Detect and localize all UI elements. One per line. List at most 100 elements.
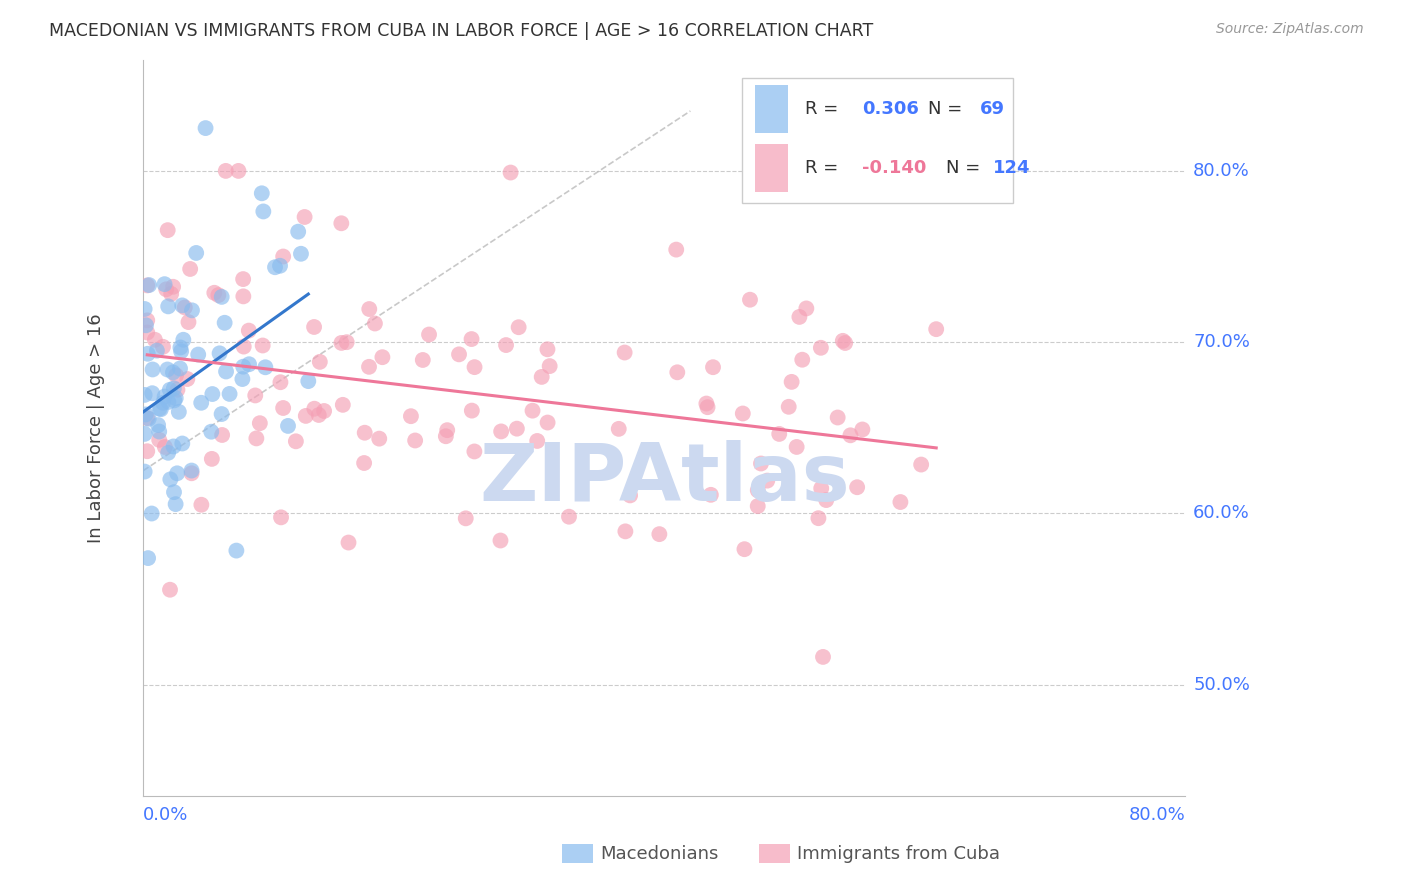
Immigrants from Cuba xyxy=(404,434,426,448)
Macedonians xyxy=(172,333,194,347)
Text: 80.0%: 80.0% xyxy=(1129,806,1185,824)
Immigrants from Cuba xyxy=(780,375,803,389)
Immigrants from Cuba xyxy=(463,444,485,458)
Immigrants from Cuba xyxy=(768,426,790,441)
Immigrants from Cuba xyxy=(436,423,458,437)
Immigrants from Cuba xyxy=(353,456,375,470)
Text: 70.0%: 70.0% xyxy=(1194,333,1250,351)
Macedonians xyxy=(186,246,208,260)
FancyBboxPatch shape xyxy=(755,145,789,192)
Macedonians xyxy=(290,246,312,260)
Text: Immigrants from Cuba: Immigrants from Cuba xyxy=(797,845,1000,863)
Immigrants from Cuba xyxy=(232,340,254,354)
Immigrants from Cuba xyxy=(190,498,212,512)
Immigrants from Cuba xyxy=(756,474,779,488)
Text: N =: N = xyxy=(928,100,967,118)
Immigrants from Cuba xyxy=(460,332,482,346)
Immigrants from Cuba xyxy=(910,458,932,472)
Immigrants from Cuba xyxy=(270,510,292,524)
Immigrants from Cuba xyxy=(159,582,181,597)
Macedonians xyxy=(156,362,179,376)
Macedonians xyxy=(149,402,172,417)
Immigrants from Cuba xyxy=(359,301,381,316)
Immigrants from Cuba xyxy=(506,422,529,436)
Macedonians xyxy=(211,407,233,421)
Immigrants from Cuba xyxy=(302,320,325,334)
Text: 80.0%: 80.0% xyxy=(1194,162,1250,180)
Immigrants from Cuba xyxy=(811,649,834,664)
Immigrants from Cuba xyxy=(495,338,517,352)
Macedonians xyxy=(190,396,212,410)
Immigrants from Cuba xyxy=(308,408,330,422)
Macedonians xyxy=(180,464,202,478)
Macedonians xyxy=(163,485,186,500)
Text: 0.306: 0.306 xyxy=(862,100,920,118)
Text: MACEDONIAN VS IMMIGRANTS FROM CUBA IN LABOR FORCE | AGE > 16 CORRELATION CHART: MACEDONIAN VS IMMIGRANTS FROM CUBA IN LA… xyxy=(49,22,873,40)
Immigrants from Cuba xyxy=(330,335,353,350)
Immigrants from Cuba xyxy=(228,164,250,178)
Macedonians xyxy=(152,396,174,410)
Immigrants from Cuba xyxy=(839,428,862,442)
Immigrants from Cuba xyxy=(332,398,354,412)
Text: R =: R = xyxy=(806,100,844,118)
Macedonians xyxy=(194,121,217,136)
Macedonians xyxy=(153,390,176,404)
Immigrants from Cuba xyxy=(786,440,808,454)
Macedonians xyxy=(159,383,181,397)
Immigrants from Cuba xyxy=(489,425,512,439)
Immigrants from Cuba xyxy=(232,289,254,303)
Immigrants from Cuba xyxy=(399,409,422,424)
Text: 0.0%: 0.0% xyxy=(143,806,188,824)
Immigrants from Cuba xyxy=(796,301,818,316)
Immigrants from Cuba xyxy=(308,355,330,369)
Immigrants from Cuba xyxy=(271,250,294,264)
Immigrants from Cuba xyxy=(177,315,200,329)
Immigrants from Cuba xyxy=(249,416,271,430)
Immigrants from Cuba xyxy=(733,542,755,557)
Macedonians xyxy=(269,259,291,273)
Macedonians xyxy=(138,278,160,293)
Immigrants from Cuba xyxy=(252,338,274,352)
Immigrants from Cuba xyxy=(464,360,486,375)
Macedonians xyxy=(146,418,169,433)
Immigrants from Cuba xyxy=(738,293,761,307)
Immigrants from Cuba xyxy=(614,524,637,539)
Immigrants from Cuba xyxy=(269,376,291,390)
Immigrants from Cuba xyxy=(499,165,522,179)
Immigrants from Cuba xyxy=(648,527,671,541)
Macedonians xyxy=(157,446,180,460)
Macedonians xyxy=(166,467,188,481)
Immigrants from Cuba xyxy=(364,317,387,331)
Macedonians xyxy=(169,341,191,355)
Immigrants from Cuba xyxy=(173,301,195,315)
Macedonians xyxy=(167,405,190,419)
Immigrants from Cuba xyxy=(211,428,233,442)
Immigrants from Cuba xyxy=(889,495,911,509)
Macedonians xyxy=(250,186,273,201)
Immigrants from Cuba xyxy=(526,434,548,448)
Immigrants from Cuba xyxy=(179,262,201,277)
Macedonians xyxy=(146,343,169,358)
Immigrants from Cuba xyxy=(153,440,176,454)
Immigrants from Cuba xyxy=(294,210,316,224)
Immigrants from Cuba xyxy=(815,493,838,508)
Macedonians xyxy=(162,365,184,379)
Text: N =: N = xyxy=(946,159,986,177)
Immigrants from Cuba xyxy=(245,431,267,445)
Macedonians xyxy=(149,401,172,416)
FancyBboxPatch shape xyxy=(742,78,1014,203)
Immigrants from Cuba xyxy=(522,403,544,417)
Macedonians xyxy=(165,497,187,511)
Immigrants from Cuba xyxy=(166,383,188,397)
Immigrants from Cuba xyxy=(607,422,630,436)
Macedonians xyxy=(134,388,156,402)
Immigrants from Cuba xyxy=(136,326,159,340)
Macedonians xyxy=(163,381,186,395)
Macedonians xyxy=(141,507,163,521)
Immigrants from Cuba xyxy=(156,223,179,237)
Immigrants from Cuba xyxy=(827,410,849,425)
Immigrants from Cuba xyxy=(371,350,394,364)
Immigrants from Cuba xyxy=(136,278,159,293)
Immigrants from Cuba xyxy=(245,388,267,402)
Immigrants from Cuba xyxy=(666,365,689,379)
